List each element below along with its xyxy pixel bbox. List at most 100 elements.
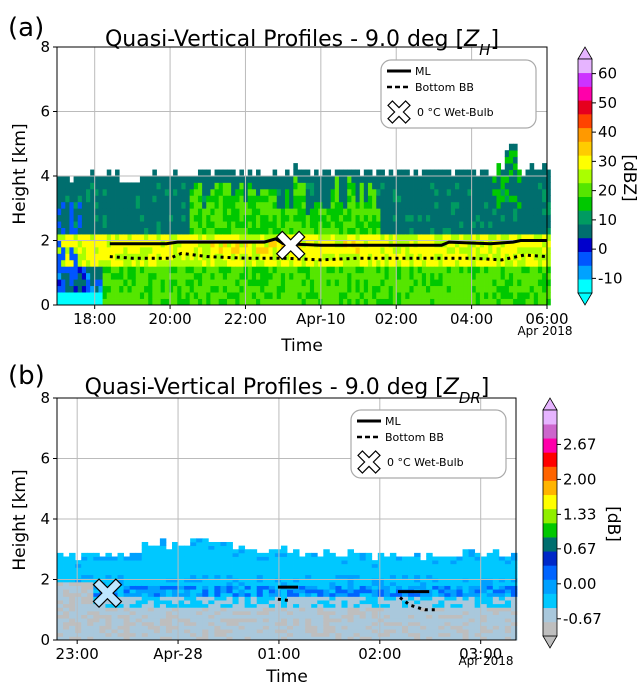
data-cell [268, 589, 276, 594]
data-cell [510, 629, 518, 634]
data-cell [73, 266, 79, 274]
data-cell [486, 589, 494, 594]
data-cell [311, 585, 318, 590]
data-cell [289, 182, 294, 190]
data-cell [287, 574, 294, 579]
data-cell [395, 607, 403, 612]
data-cell [479, 176, 485, 183]
data-cell [480, 589, 488, 594]
data-cell [450, 195, 456, 203]
data-cell [438, 636, 445, 641]
data-cell [508, 292, 514, 299]
data-cell [127, 279, 133, 287]
data-cell [355, 221, 361, 228]
data-cell [488, 279, 493, 287]
data-cell [193, 266, 199, 274]
data-cell [330, 227, 336, 235]
data-cell [139, 208, 145, 216]
data-cell [280, 618, 288, 623]
data-cell [414, 578, 421, 583]
data-cell [57, 607, 64, 612]
data-cell [268, 592, 276, 597]
data-cell [202, 589, 209, 594]
data-cell [202, 592, 209, 597]
data-cell [160, 188, 166, 196]
colorbar-segment [543, 579, 557, 594]
data-cell [480, 618, 488, 623]
data-cell [147, 603, 155, 608]
data-cell [231, 292, 236, 299]
data-cell [165, 592, 173, 597]
data-cell [365, 560, 373, 565]
data-cell [377, 578, 385, 583]
data-cell [115, 201, 120, 209]
data-cell [492, 618, 500, 623]
data-cell [498, 629, 506, 634]
data-cell [218, 195, 224, 203]
data-cell [377, 636, 385, 641]
data-cell [479, 214, 485, 222]
data-cell [272, 227, 278, 235]
data-cell [189, 214, 195, 222]
data-cell [459, 266, 464, 274]
data-cell [463, 272, 468, 280]
data-cell [81, 632, 88, 637]
data-cell [173, 266, 178, 274]
data-cell [517, 169, 522, 177]
data-cell [351, 279, 356, 287]
data-cell [405, 292, 410, 299]
data-cell [127, 182, 133, 190]
data-cell [81, 610, 88, 615]
data-cell [264, 253, 269, 261]
data-cell [513, 156, 518, 164]
data-cell [347, 188, 352, 196]
data-cell [280, 603, 288, 608]
data-cell [380, 169, 385, 177]
data-cell [244, 574, 252, 579]
data-cell [450, 272, 456, 280]
data-cell [276, 176, 282, 183]
data-cell [372, 292, 377, 299]
data-cell [238, 574, 246, 579]
data-cell [135, 563, 143, 568]
data-cell [347, 581, 354, 586]
data-cell [110, 221, 116, 228]
data-cell [389, 629, 397, 634]
data-cell [508, 234, 514, 241]
data-cell [322, 221, 327, 228]
data-cell [57, 567, 64, 572]
data-cell [61, 176, 66, 183]
data-cell [189, 234, 195, 241]
data-cell [446, 214, 452, 222]
data-cell [280, 182, 286, 190]
data-cell [260, 234, 265, 241]
data-cell [414, 621, 421, 626]
data-cell [165, 632, 173, 637]
data-cell [438, 567, 445, 572]
legend-wetbulb-label: 0 °C Wet-Bulb [417, 106, 494, 119]
data-cell [299, 636, 306, 641]
data-cell [69, 560, 76, 565]
data-cell [353, 571, 361, 576]
data-cell [359, 563, 367, 568]
data-cell [256, 632, 264, 637]
data-cell [264, 285, 269, 293]
data-cell [178, 552, 185, 557]
data-cell [322, 208, 327, 216]
data-cell [190, 636, 197, 641]
data-cell [190, 549, 197, 554]
data-cell [508, 156, 514, 164]
data-cell [90, 246, 95, 254]
data-cell [93, 603, 100, 608]
data-cell [222, 188, 228, 196]
data-cell [127, 214, 133, 222]
data-cell [450, 266, 456, 274]
data-cell [521, 292, 526, 299]
data-cell [268, 618, 276, 623]
data-cell [148, 227, 153, 235]
data-cell [383, 614, 391, 619]
data-cell [484, 234, 489, 241]
data-cell [371, 636, 379, 641]
data-cell [61, 221, 66, 228]
data-cell [388, 195, 394, 203]
